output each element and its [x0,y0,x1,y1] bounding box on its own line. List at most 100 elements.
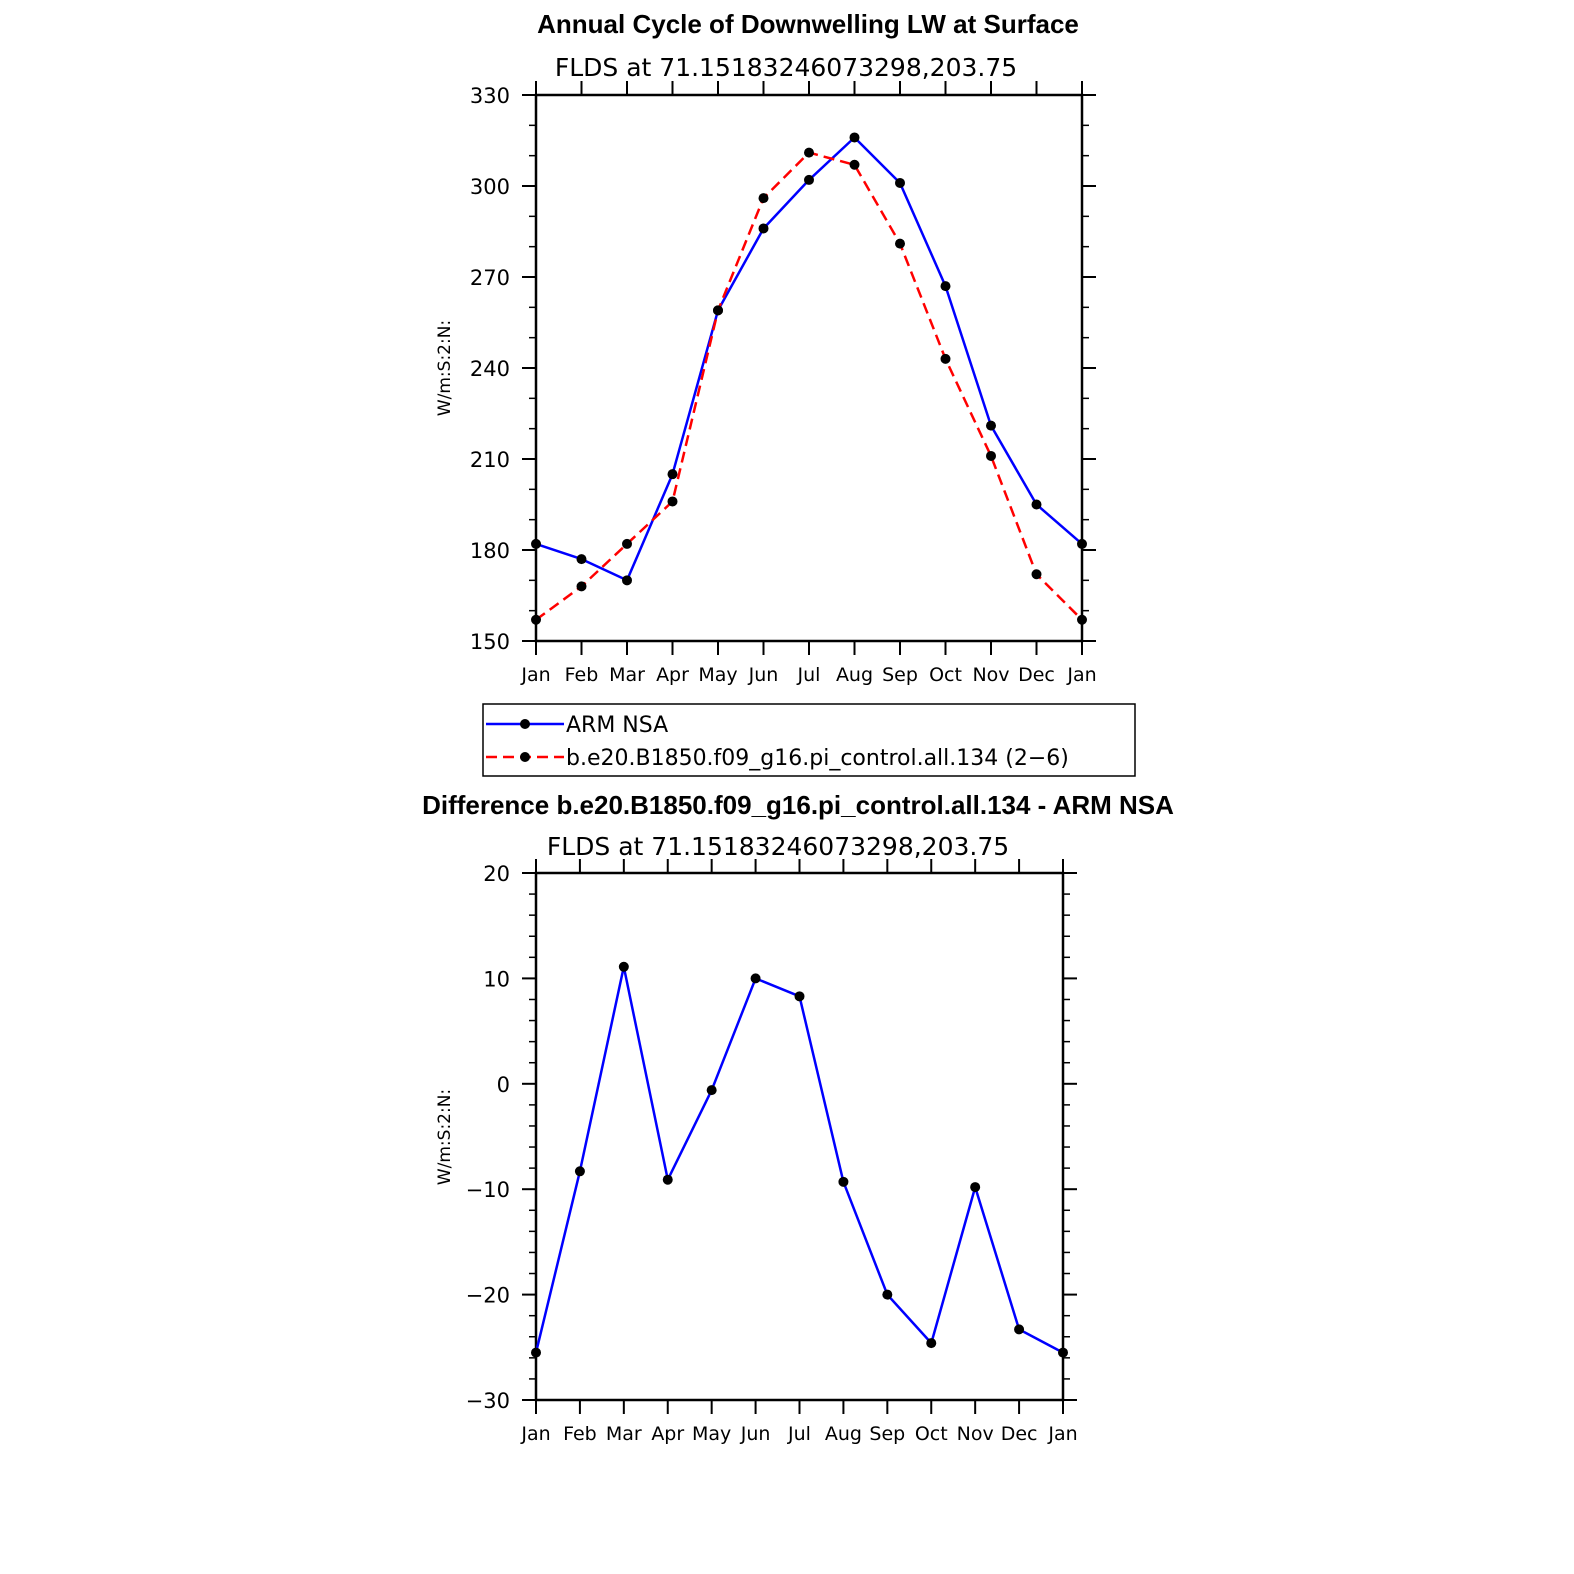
chart2-plot-frame [534,871,1065,1402]
chart2-series-0-point [838,1176,849,1187]
chart2-x-tick-label: Nov [957,1423,994,1445]
chart2-x-tick-label: Aug [825,1423,862,1445]
chart1-series-1-point [1031,569,1042,580]
chart1-x-tick-label: May [698,664,737,686]
chart1-axes: 150 180 210 240 270 300 330 Jan Feb Mar Apr May Jun J… [470,81,1097,686]
chart1-series-0-point [622,575,632,586]
chart2-series-0-point [574,1166,585,1177]
chart2-series-0-point [662,1174,673,1185]
chart1-y-tick-label: 150 [470,630,510,654]
chart2-title: Difference b.e20.B1850.f09_g16.pi_contro… [422,790,1174,820]
chart2-series-0-point [1058,1347,1068,1358]
chart2-y-tick-label: −30 [466,1389,510,1413]
chart1-x-tick-label: Feb [565,664,599,686]
chart1-series-1-point [667,496,678,507]
chart1-series-0-point [1031,499,1042,510]
chart2-x-tick-label: Feb [563,1423,597,1445]
chart1-y-tick-label: 270 [470,266,510,290]
chart1-y-tick-label: 300 [470,175,510,199]
chart2-series-0-point [618,961,629,972]
chart1-y-tick-label: 330 [470,84,510,108]
difference-chart: Difference b.e20.B1850.f09_g16.pi_contro… [422,790,1174,1445]
annual-cycle-chart: Annual Cycle of Downwelling LW at Surfac… [435,9,1097,686]
chart1-y-axis-label: W/m:S:2:N: [435,320,455,416]
chart1-series-1-point [622,538,632,549]
chart2-x-tick-label: Jan [520,1423,550,1445]
chart2-x-tick-label: Apr [651,1423,684,1445]
chart1-series-0-point [758,223,769,234]
chart2-series-0-point [706,1085,717,1096]
chart1-series-1-point [713,305,723,316]
chart1-x-tick-label: Oct [929,664,962,686]
chart2-x-tick-label: Jul [787,1423,811,1445]
chart1-x-tick-label: Dec [1018,664,1055,686]
chart2-series-0-point [750,973,761,984]
legend-label-arm-nsa: ARM NSA [566,713,668,738]
chart1-series-0-point [849,132,860,143]
chart1-y-tick-label: 180 [470,539,510,563]
chart1-x-tick-label: Jan [520,664,550,686]
legend-marker-arm-nsa [520,719,530,729]
chart2-series [531,961,1068,1358]
chart2-series-0-point [882,1289,893,1300]
chart1-x-tick-label: Jun [748,664,779,686]
chart1-series-1-point [895,238,905,249]
chart2-series-0-point [1014,1324,1025,1335]
chart2-series-0-point [926,1338,937,1349]
chart2-y-tick-label: 10 [483,967,510,991]
chart1-series-0-point [531,538,541,549]
chart2-y-tick-label: 0 [497,1073,510,1097]
chart1-subtitle: FLDS at 71.15183246073298,203.75 [555,53,1017,82]
chart1-title: Annual Cycle of Downwelling LW at Surfac… [537,9,1079,39]
chart1-series-0-point [804,174,814,185]
chart1-series-line-0 [535,136,1083,582]
chart2-x-tick-label: Mar [606,1423,642,1445]
chart2-series-0-point [531,1347,541,1358]
chart1-series-1-point [986,450,996,461]
chart2-axes: −30 −20 −10 0 10 20 Jan Feb Mar Apr May Jun Jul Aug Se… [466,859,1078,1445]
chart1-series-line-1 [535,151,1083,621]
chart1-series-0-point [895,177,905,188]
chart1-x-tick-label: Jul [797,664,821,686]
chart1-series-1-point [804,147,814,158]
chart2-subtitle: FLDS at 71.15183246073298,203.75 [547,832,1009,861]
chart2-y-tick-label: 20 [483,862,510,886]
chart2-x-tick-label: May [692,1423,731,1445]
chart1-series-0-point [1077,538,1087,549]
legend-box [482,703,1136,777]
chart1-series-0-point [667,469,678,480]
chart2-series-0-point [970,1182,981,1193]
chart1-x-tick-label: Apr [656,664,689,686]
chart1-y-tick-label: 240 [470,357,510,381]
chart1-series-0-point [986,420,996,431]
chart1-series-1-point [576,581,587,592]
chart2-x-tick-label: Jun [740,1423,771,1445]
chart2-x-tick-label: Dec [1001,1423,1038,1445]
chart1-x-tick-label: Nov [972,664,1009,686]
chart1-series-1-point [531,614,541,625]
chart1-series-1-point [1077,614,1087,625]
chart1-series [531,132,1087,625]
chart1-series-1-point [940,353,951,364]
chart1-x-tick-label: Sep [882,664,918,686]
chart2-y-tick-label: −20 [466,1284,510,1308]
chart1-x-tick-label: Mar [609,664,645,686]
legend-label-model: b.e20.B1850.f09_g16.pi_control.all.134 (… [566,746,1069,771]
legend: ARM NSA b.e20.B1850.f09_g16.pi_control.a… [482,703,1136,777]
chart2-y-tick-label: −10 [466,1178,510,1202]
chart2-series-line-0 [534,965,1064,1354]
chart1-x-tick-label: Jan [1066,664,1096,686]
chart1-y-tick-label: 210 [470,448,510,472]
chart1-series-0-point [940,281,951,292]
chart2-x-tick-label: Jan [1047,1423,1077,1445]
chart2-y-axis-label: W/m:S:2:N: [435,1089,455,1185]
chart2-series-0-point [794,991,805,1002]
chart2-x-tick-label: Sep [869,1423,905,1445]
chart2-x-tick-label: Oct [915,1423,948,1445]
chart1-series-1-point [849,159,860,170]
chart1-series-1-point [758,193,769,204]
chart1-x-tick-label: Aug [836,664,873,686]
legend-marker-model [520,752,530,762]
chart1-series-0-point [576,554,587,565]
